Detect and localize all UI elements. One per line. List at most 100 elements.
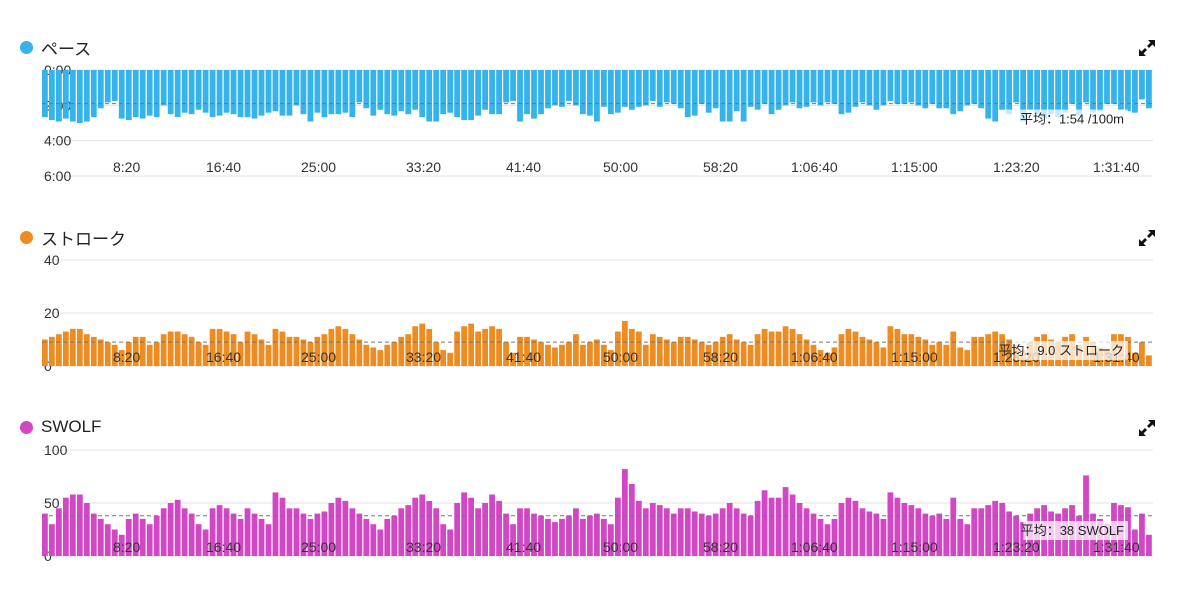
stroke-bar <box>42 339 48 366</box>
stroke-bar <box>349 334 356 366</box>
pace-bar <box>964 70 971 106</box>
pace-bar <box>761 70 768 104</box>
pace-bar <box>894 70 901 104</box>
swolf-bar <box>419 494 426 556</box>
swolf-bar <box>691 511 698 556</box>
stroke-bar <box>160 334 167 366</box>
swolf-bar <box>342 500 349 556</box>
swolf-bar <box>775 497 782 556</box>
pace-bar <box>782 70 789 106</box>
stroke-expand-button[interactable] <box>1137 228 1157 248</box>
pace-title-row: ペース <box>20 36 91 59</box>
swolf-bar <box>538 515 544 556</box>
swolf-expand-button[interactable] <box>1137 418 1157 438</box>
swolf-bar <box>118 534 125 556</box>
swolf-bar <box>97 518 104 556</box>
stroke-bar <box>363 344 370 366</box>
swolf-bar <box>600 518 607 556</box>
swolf-average-label: 平均：38 SWOLF <box>1021 523 1124 538</box>
stroke-bar <box>705 344 712 366</box>
stroke-bar <box>237 342 244 366</box>
pace-bar <box>1118 70 1124 110</box>
pace-bar <box>244 70 251 118</box>
pace-bar <box>104 70 111 103</box>
pace-bar <box>594 70 600 122</box>
pace-bar <box>866 70 873 106</box>
pace-y-tick-label: 6:00 <box>44 168 71 184</box>
swolf-bar <box>971 508 978 556</box>
pace-bar <box>566 70 572 101</box>
swolf-bar <box>873 513 880 556</box>
stroke-bar <box>880 347 887 366</box>
pace-bar <box>740 70 747 122</box>
pace-bar <box>810 70 817 103</box>
pace-bar <box>279 70 286 116</box>
pace-bar <box>188 70 195 115</box>
pace-bar <box>922 70 929 109</box>
pace-bar <box>684 70 691 118</box>
stroke-bar <box>510 352 516 366</box>
stroke-bar <box>482 328 488 366</box>
stroke-bar <box>964 350 971 366</box>
stroke-bar <box>258 339 265 366</box>
stroke-bar <box>782 326 789 366</box>
pace-bar <box>775 70 782 110</box>
stroke-x-tick-label: 33:20 <box>406 349 441 365</box>
swolf-x-tick-label: 1:15:00 <box>891 539 938 555</box>
expand-icon <box>1139 230 1155 246</box>
swolf-average-label-bg <box>1023 521 1128 540</box>
swolf-bar <box>111 529 118 556</box>
swolf-bar <box>782 487 789 556</box>
stroke-bar <box>195 342 202 366</box>
stroke-bar <box>125 342 132 366</box>
swolf-bar <box>810 513 817 556</box>
swolf-bar <box>251 513 258 556</box>
stroke-bar <box>957 347 964 366</box>
swolf-bar <box>789 494 796 556</box>
stroke-bar <box>635 331 642 366</box>
pace-expand-button[interactable] <box>1137 38 1157 58</box>
stroke-bar <box>272 328 279 366</box>
pace-bar <box>1069 70 1075 104</box>
swolf-bar <box>817 518 824 556</box>
stroke-bar <box>929 344 936 366</box>
stroke-bar <box>461 326 468 366</box>
swolf-bar <box>405 505 412 556</box>
swolf-bar <box>440 524 447 556</box>
swolf-bar <box>677 508 684 556</box>
stroke-bar <box>132 336 139 366</box>
pace-bar <box>1076 70 1082 116</box>
swolf-bar <box>153 515 160 556</box>
pace-bar <box>55 70 62 122</box>
pace-bar <box>62 70 69 119</box>
stroke-bar <box>621 320 628 366</box>
stroke-bar <box>531 339 537 366</box>
swolf-bar <box>719 508 726 556</box>
pace-bar <box>1048 70 1054 115</box>
pace-bar <box>712 70 719 109</box>
pace-bar <box>272 70 279 112</box>
stroke-bar <box>817 350 824 366</box>
swolf-x-tick-label: 25:00 <box>301 539 336 555</box>
swolf-bar <box>552 522 558 556</box>
pace-bar <box>118 70 125 119</box>
pace-bar <box>335 70 342 115</box>
stroke-bar <box>1139 342 1145 366</box>
pace-bar <box>174 70 181 118</box>
stroke-bar <box>384 344 391 366</box>
swolf-bar <box>55 508 62 556</box>
pace-bar <box>230 70 237 115</box>
pace-average-label-bg <box>1006 109 1128 129</box>
stroke-bar <box>293 336 300 366</box>
stroke-bar <box>587 342 593 366</box>
stroke-bar <box>845 328 852 366</box>
swolf-bar <box>48 524 55 556</box>
stroke-bar <box>433 342 440 366</box>
stroke-bar <box>279 331 286 366</box>
pace-bar <box>293 70 300 106</box>
swolf-bar <box>265 524 272 556</box>
swolf-bar <box>377 529 384 556</box>
stroke-bar <box>489 326 495 366</box>
swolf-bar <box>286 508 293 556</box>
swolf-bar <box>531 513 537 556</box>
